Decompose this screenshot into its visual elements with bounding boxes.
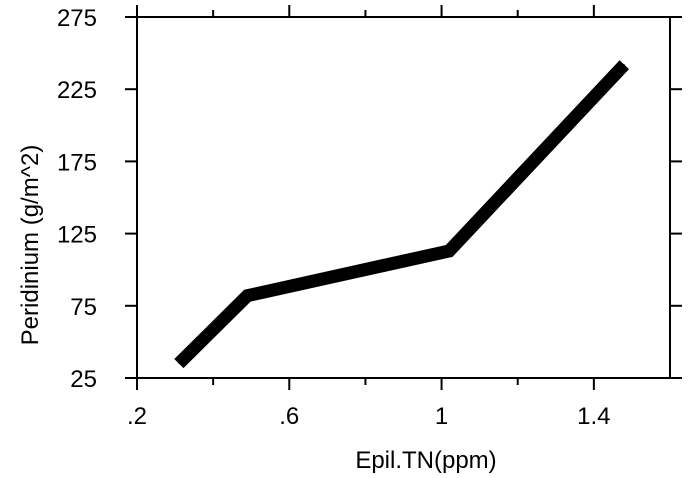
series-group [174, 60, 630, 369]
data-point [448, 250, 450, 252]
y-tick-label: 25 [70, 366, 97, 393]
y-tick-label: 125 [57, 222, 97, 249]
y-tick-label: 75 [70, 294, 97, 321]
y-axis-label: Peridinium (g/m^2) [17, 145, 44, 346]
data-point [246, 295, 248, 297]
y-tick-label: 275 [57, 5, 97, 32]
data-point [178, 363, 180, 365]
x-tick-label: 1 [435, 403, 448, 430]
x-axis-ticks: .2 .6 1 1.4 [127, 5, 611, 430]
x-axis-label: Epil.TN(ppm) [355, 447, 496, 474]
x-tick-label: 1.4 [577, 403, 610, 430]
plot-frame [136, 16, 671, 379]
x-tick-label: .6 [279, 403, 299, 430]
y-tick-label: 175 [57, 149, 97, 176]
series-line [174, 60, 630, 369]
y-tick-label: 225 [57, 77, 97, 104]
x-tick-label: .2 [127, 403, 147, 430]
y-axis-ticks: 25 75 125 175 225 275 [57, 5, 682, 393]
data-point [623, 64, 625, 66]
